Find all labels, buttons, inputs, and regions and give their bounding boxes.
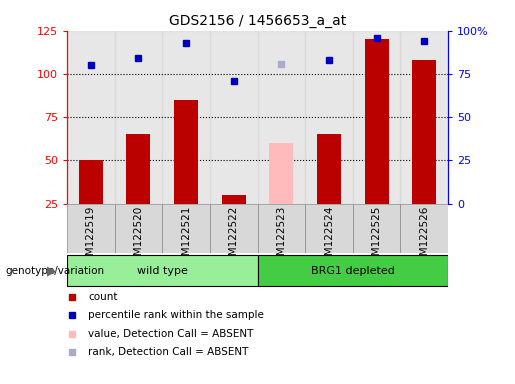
Text: GSM122521: GSM122521	[181, 206, 191, 270]
Bar	[79, 161, 102, 204]
Bar	[258, 204, 305, 253]
Bar	[210, 204, 258, 253]
Bar	[401, 31, 448, 204]
Text: GSM122526: GSM122526	[419, 206, 429, 270]
Bar	[127, 134, 150, 204]
Bar	[413, 60, 436, 204]
Bar	[174, 100, 198, 204]
Text: ▶: ▶	[47, 264, 57, 277]
Text: GSM122523: GSM122523	[277, 206, 286, 270]
Bar	[365, 39, 388, 204]
Text: count: count	[88, 292, 117, 302]
Text: BRG1 depleted: BRG1 depleted	[311, 266, 394, 276]
Bar	[305, 204, 353, 253]
Bar	[210, 31, 258, 204]
Text: value, Detection Call = ABSENT: value, Detection Call = ABSENT	[88, 329, 253, 339]
Bar	[222, 195, 246, 204]
Bar	[67, 255, 258, 286]
Text: genotype/variation: genotype/variation	[5, 266, 104, 276]
Bar	[114, 31, 162, 204]
Text: GSM122522: GSM122522	[229, 206, 238, 270]
Bar	[353, 204, 401, 253]
Text: wild type: wild type	[137, 266, 187, 276]
Bar	[353, 31, 401, 204]
Bar	[258, 31, 305, 204]
Bar	[67, 204, 115, 253]
Text: GSM122524: GSM122524	[324, 206, 334, 270]
Bar	[162, 31, 210, 204]
Text: rank, Detection Call = ABSENT: rank, Detection Call = ABSENT	[88, 347, 248, 357]
Text: GSM122525: GSM122525	[372, 206, 382, 270]
Bar	[162, 204, 210, 253]
Text: GSM122520: GSM122520	[133, 206, 143, 269]
Bar	[317, 134, 341, 204]
Bar	[67, 31, 115, 204]
Bar	[401, 204, 448, 253]
Bar	[269, 143, 293, 204]
Text: GSM122519: GSM122519	[86, 206, 96, 270]
Bar	[114, 204, 162, 253]
Bar	[305, 31, 353, 204]
Bar	[258, 255, 448, 286]
Text: percentile rank within the sample: percentile rank within the sample	[88, 310, 264, 320]
Title: GDS2156 / 1456653_a_at: GDS2156 / 1456653_a_at	[169, 14, 346, 28]
